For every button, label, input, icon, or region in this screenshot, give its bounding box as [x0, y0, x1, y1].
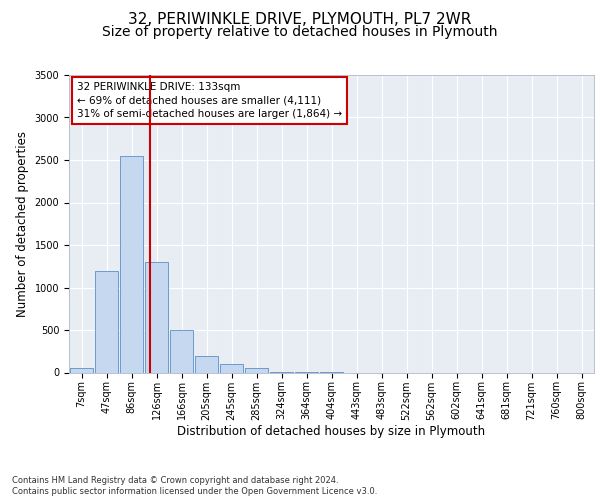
Bar [170, 330, 193, 372]
Bar [245, 368, 268, 372]
Bar [70, 368, 94, 372]
X-axis label: Distribution of detached houses by size in Plymouth: Distribution of detached houses by size … [178, 425, 485, 438]
Bar [95, 270, 118, 372]
Text: Size of property relative to detached houses in Plymouth: Size of property relative to detached ho… [102, 25, 498, 39]
Bar [119, 156, 143, 372]
Bar [194, 356, 218, 372]
Bar [220, 364, 244, 372]
Y-axis label: Number of detached properties: Number of detached properties [16, 130, 29, 317]
Text: Contains HM Land Registry data © Crown copyright and database right 2024.: Contains HM Land Registry data © Crown c… [12, 476, 338, 485]
Text: 32 PERIWINKLE DRIVE: 133sqm
← 69% of detached houses are smaller (4,111)
31% of : 32 PERIWINKLE DRIVE: 133sqm ← 69% of det… [77, 82, 342, 119]
Text: 32, PERIWINKLE DRIVE, PLYMOUTH, PL7 2WR: 32, PERIWINKLE DRIVE, PLYMOUTH, PL7 2WR [128, 12, 472, 28]
Text: Contains public sector information licensed under the Open Government Licence v3: Contains public sector information licen… [12, 487, 377, 496]
Bar [145, 262, 169, 372]
